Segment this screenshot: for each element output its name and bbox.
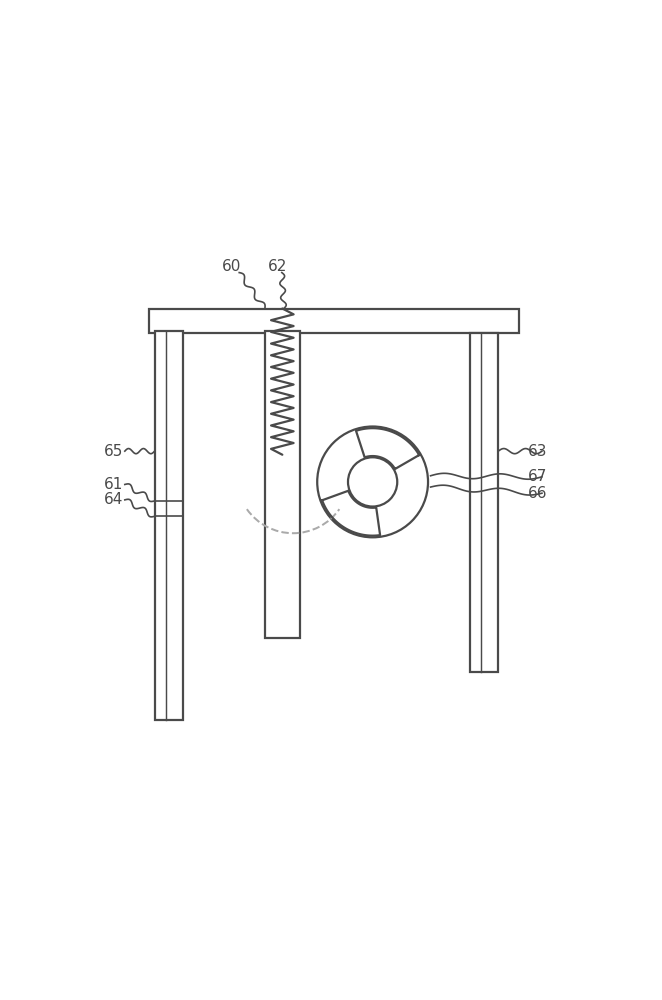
Bar [154,331,183,720]
Text: 60: 60 [222,259,241,274]
Bar [150,309,519,333]
Text: 66: 66 [528,486,547,501]
Text: 67: 67 [528,469,547,484]
Text: 64: 64 [104,492,123,507]
Bar [265,331,300,638]
Text: 61: 61 [104,477,123,492]
Text: 65: 65 [104,444,123,459]
Bar [470,333,498,672]
Text: 63: 63 [528,444,547,459]
Text: 62: 62 [268,259,287,274]
